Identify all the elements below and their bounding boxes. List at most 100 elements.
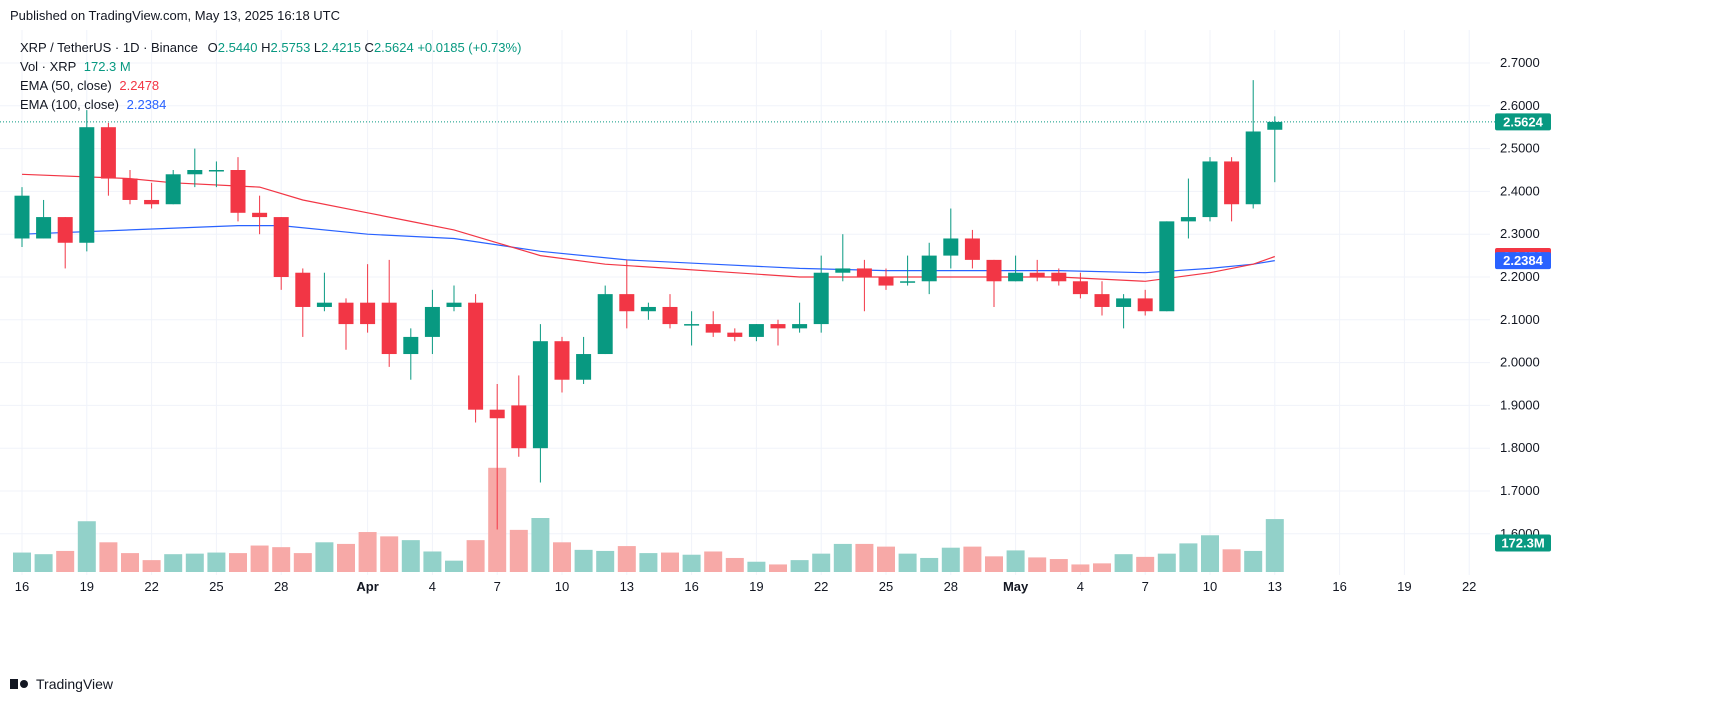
volume-bar xyxy=(423,551,442,572)
volume-bar xyxy=(13,552,31,572)
legend-volume-row[interactable]: Vol · XRP 172.3 M xyxy=(20,57,521,76)
ema100-tag: 2.2384 xyxy=(1503,253,1544,268)
candle-body xyxy=(921,255,937,282)
ema100-value: 2.2384 xyxy=(126,97,167,112)
y-tick-label: 2.0000 xyxy=(1500,355,1540,370)
ema50-label: EMA (50, close) xyxy=(20,78,112,93)
volume-bar xyxy=(704,551,723,572)
volume-bar xyxy=(358,532,377,572)
x-tick-label: 4 xyxy=(429,579,436,594)
x-tick-label: 19 xyxy=(80,579,94,594)
x-tick-label: 4 xyxy=(1077,579,1084,594)
candle-body xyxy=(381,302,397,355)
candle-body xyxy=(1180,217,1196,222)
candle-body xyxy=(165,174,181,205)
volume-bar xyxy=(1244,550,1263,572)
volume-bar xyxy=(661,552,679,572)
volume-bar xyxy=(747,561,766,572)
volume-bar xyxy=(1179,543,1198,572)
published-text: Published on TradingView.com, May 13, 20… xyxy=(10,8,341,23)
legend-ema100-row[interactable]: EMA (100, close) 2.2384 xyxy=(20,95,521,114)
candle-body xyxy=(748,324,764,337)
candle-body xyxy=(403,336,419,355)
volume-bar xyxy=(315,542,334,572)
candle-body xyxy=(619,294,635,312)
last-price-tag: 2.5624 xyxy=(1503,114,1544,129)
volume-label: Vol · XRP xyxy=(20,59,77,74)
candle-body xyxy=(727,332,743,337)
volume-bar xyxy=(380,536,399,572)
candle-body xyxy=(511,405,527,449)
volume-bar xyxy=(1157,553,1176,572)
candle-body xyxy=(1051,272,1067,282)
candle-body xyxy=(1267,121,1283,130)
x-tick-label: 16 xyxy=(684,579,698,594)
volume-bar xyxy=(963,546,982,572)
x-tick-label: 19 xyxy=(749,579,763,594)
volume-tag: 172.3M xyxy=(1501,536,1544,551)
volume-value: 172.3 M xyxy=(83,59,131,74)
volume-bar xyxy=(509,529,528,572)
candle-body xyxy=(878,277,894,286)
x-tick-label: 25 xyxy=(879,579,893,594)
volume-bar xyxy=(272,547,291,572)
volume-bar xyxy=(293,553,312,572)
ema100-tag-bg xyxy=(1495,252,1551,270)
volume-bar xyxy=(985,556,1003,572)
volume-bar xyxy=(99,542,118,572)
volume-bar xyxy=(877,546,895,572)
volume-bar xyxy=(596,550,615,572)
volume-bar xyxy=(34,554,53,572)
x-tick-label: 19 xyxy=(1397,579,1411,594)
volume-bar xyxy=(164,554,183,572)
brand-name: TradingView xyxy=(36,676,114,692)
footer-brand[interactable]: TradingView xyxy=(10,676,113,692)
ohlc-close-label: C xyxy=(364,40,374,55)
ohlc-high-label: H xyxy=(261,40,271,55)
candle-body xyxy=(684,324,700,326)
candle-body xyxy=(532,341,548,449)
x-tick-label: 13 xyxy=(1268,579,1282,594)
price-axis[interactable]: 2.7000 2.6000 2.5000 2.4000 2.3000 2.2000 2.10… xyxy=(1500,55,1540,541)
candle-body xyxy=(36,217,52,239)
volume-bar xyxy=(617,546,636,572)
candle-body xyxy=(1245,131,1261,205)
candle-body xyxy=(252,212,268,218)
y-tick-label: 2.1000 xyxy=(1500,312,1540,327)
x-tick-label: 16 xyxy=(1332,579,1346,594)
volume-bar xyxy=(1006,550,1025,572)
candle-body xyxy=(338,302,354,325)
symbol-title[interactable]: XRP / TetherUS · 1D · Binance xyxy=(20,40,198,55)
x-tick-label: 22 xyxy=(1462,579,1476,594)
volume-bar xyxy=(682,554,701,572)
y-tick-label: 2.3000 xyxy=(1500,226,1540,241)
time-axis[interactable]: 16 19 22 25 28 Apr 4 7 10 13 16 19 22 25 28 May 4 7 10 13 16… xyxy=(15,579,1477,594)
candle-body xyxy=(446,302,462,307)
y-tick-label: 2.5000 xyxy=(1500,141,1540,156)
x-tick-label: 10 xyxy=(555,579,569,594)
ema50-value: 2.2478 xyxy=(119,78,160,93)
volume-bar xyxy=(725,557,744,572)
x-tick-label: 10 xyxy=(1203,579,1217,594)
candle-body xyxy=(424,306,440,337)
candle-body xyxy=(122,178,138,200)
x-tick-label: 22 xyxy=(144,579,158,594)
price-chart[interactable]: 2.7000 2.6000 2.5000 2.4000 2.3000 2.2000 2.10… xyxy=(0,30,1734,670)
x-tick-label: Apr xyxy=(356,579,378,594)
candle-body xyxy=(597,294,613,355)
volume-bar xyxy=(56,550,75,572)
volume-bar xyxy=(639,553,658,572)
volume-bar xyxy=(1114,554,1133,572)
volume-bar xyxy=(185,553,204,572)
legend-ema50-row[interactable]: EMA (50, close) 2.2478 xyxy=(20,76,521,95)
candle-body xyxy=(295,272,311,307)
ema100-label: EMA (100, close) xyxy=(20,97,119,112)
volume-bar xyxy=(207,552,226,572)
candle-body xyxy=(856,268,872,277)
y-tick-label: 1.7000 xyxy=(1500,483,1540,498)
y-tick-label: 1.9000 xyxy=(1500,397,1540,412)
candle-body xyxy=(100,127,116,179)
x-tick-label: 7 xyxy=(1142,579,1149,594)
candle-body xyxy=(770,324,786,329)
